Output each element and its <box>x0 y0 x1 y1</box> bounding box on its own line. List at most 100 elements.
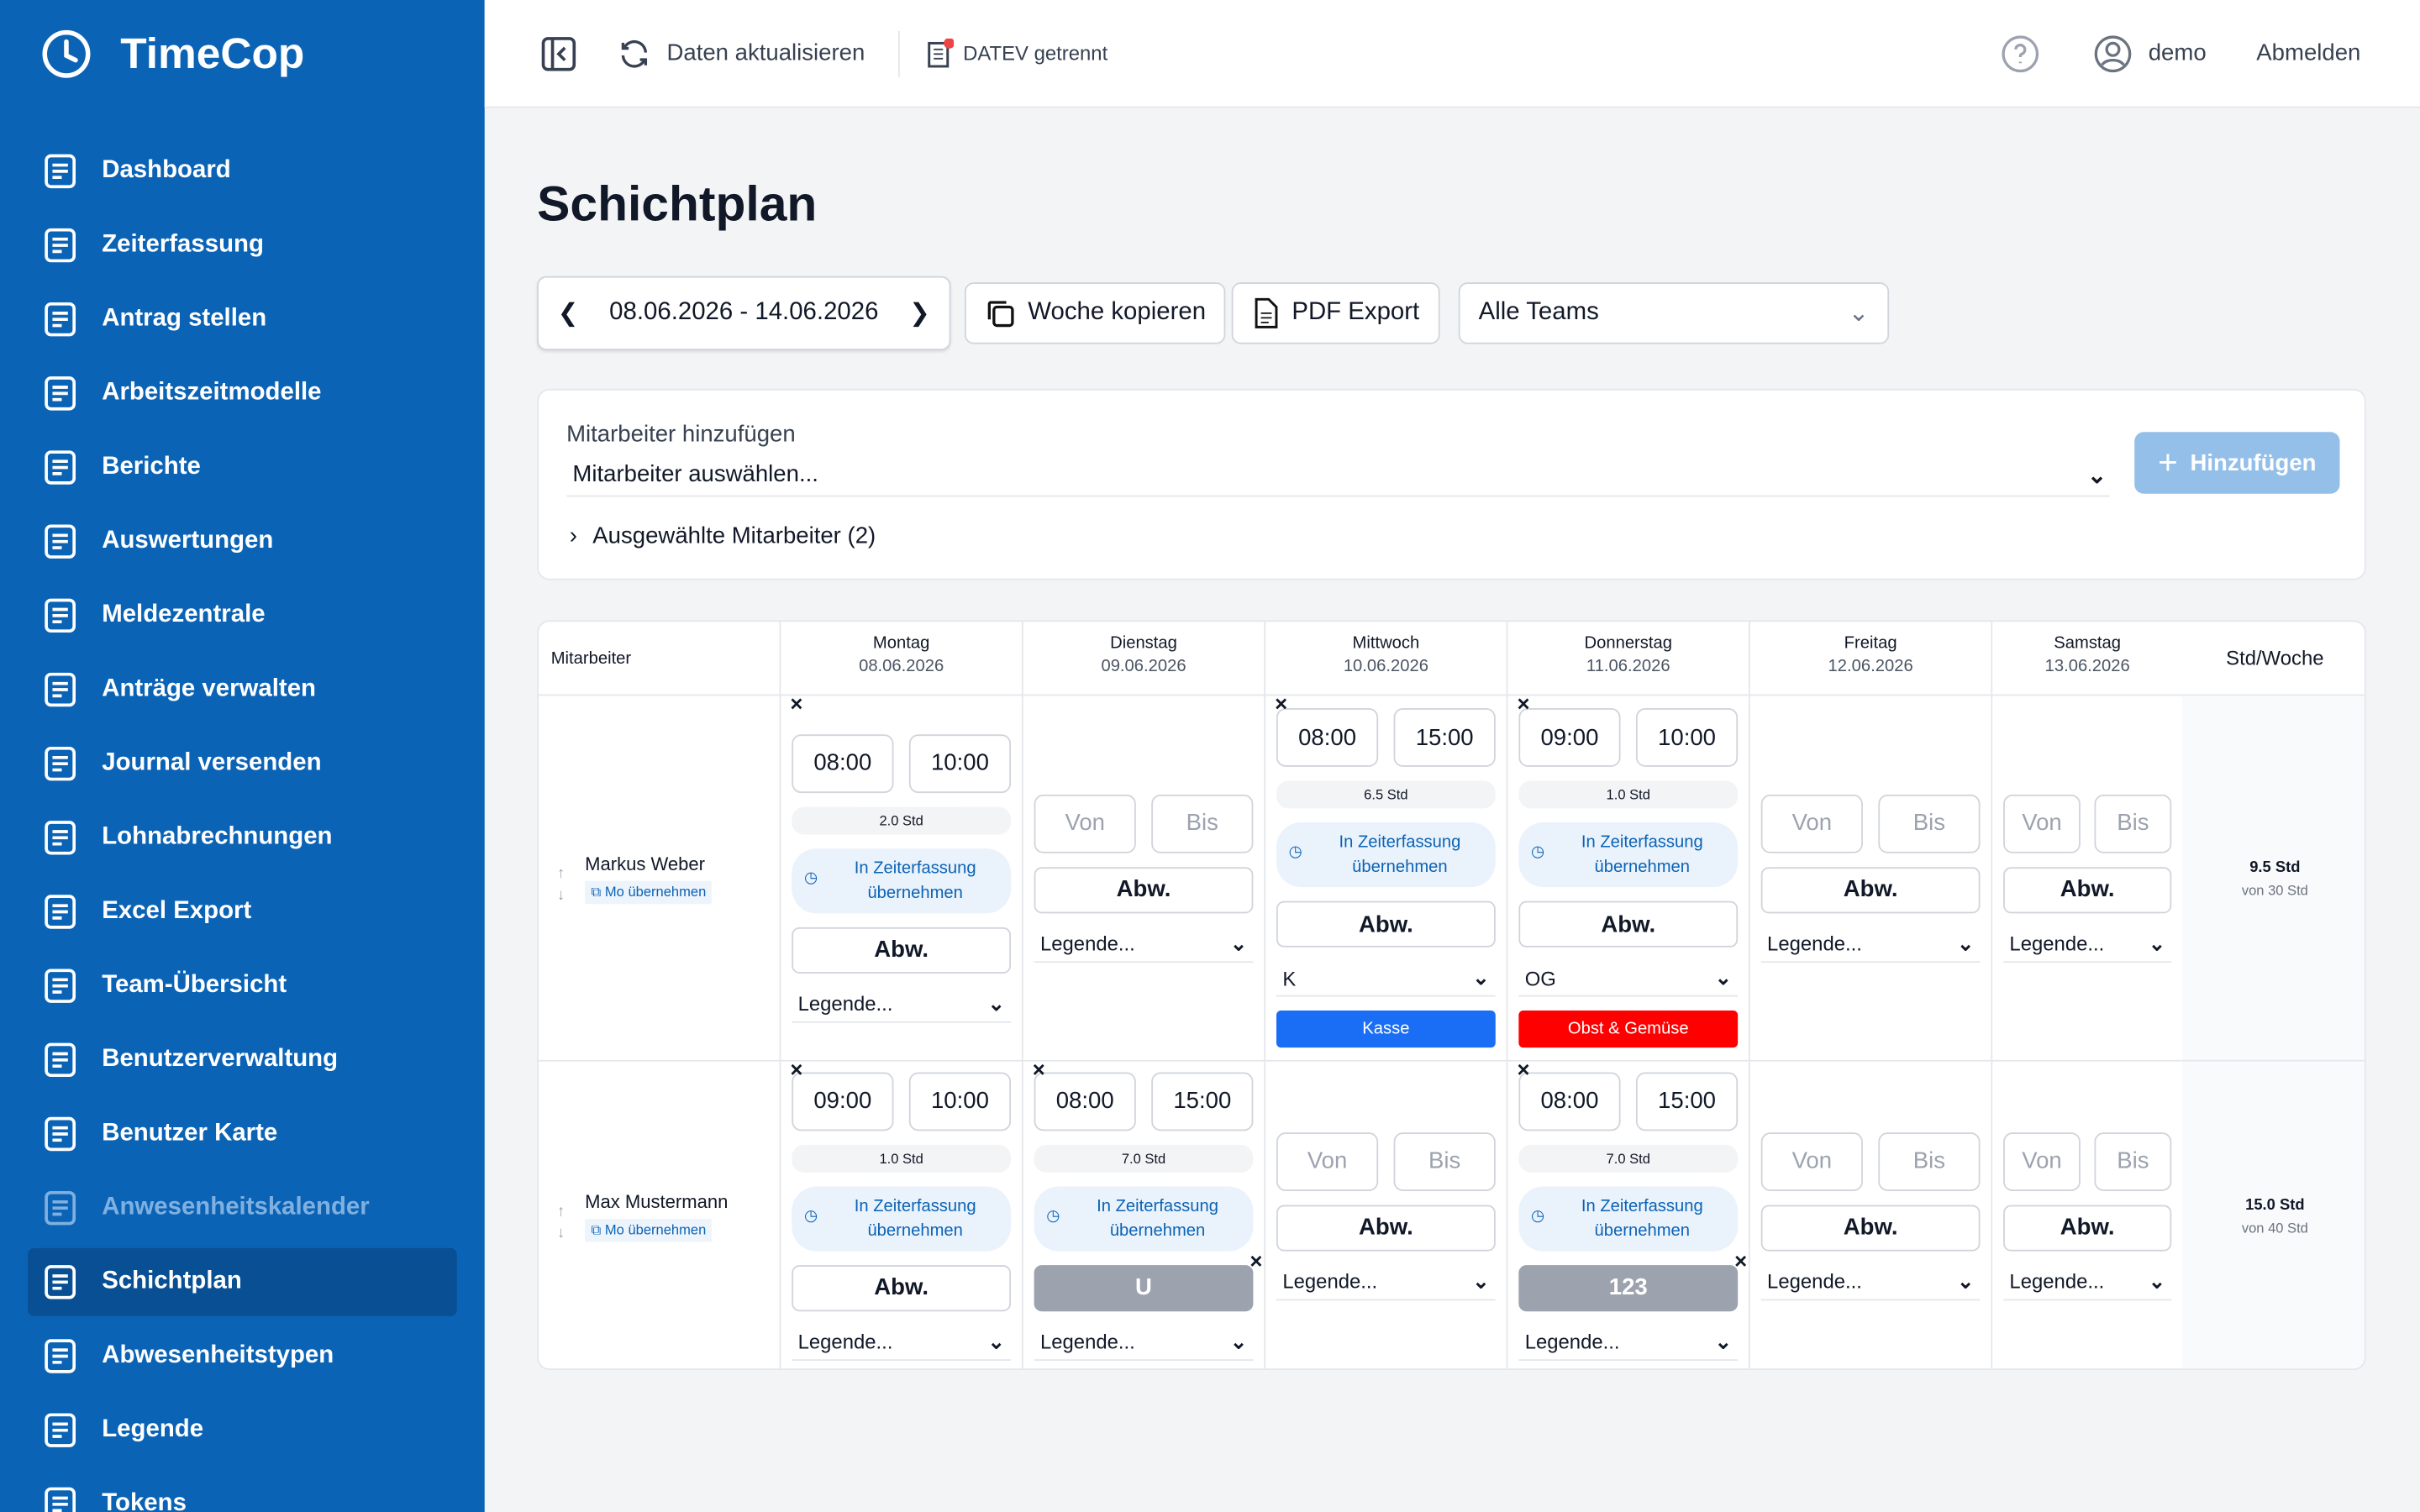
nav-item[interactable]: Arbeitszeitmodelle <box>28 360 457 428</box>
remove-absence[interactable]: × <box>1249 1247 1263 1273</box>
legend-select[interactable]: Legende... ⌄ <box>1034 927 1254 963</box>
start-time[interactable]: 08:00 <box>1518 1071 1621 1131</box>
nav-item[interactable]: Anträge verwalten <box>28 656 457 724</box>
absence-button[interactable]: Abw. <box>1034 866 1254 913</box>
legend-select[interactable]: Legende... ⌄ <box>1760 927 1981 963</box>
end-time[interactable]: Bis <box>1878 1131 1981 1191</box>
reorder[interactable]: ↑ ↓ <box>557 1202 566 1242</box>
remove-absence[interactable]: × <box>1734 1247 1748 1273</box>
datev-status[interactable]: DATEV getrennt <box>926 38 1107 69</box>
next-week[interactable]: ❯ <box>909 301 930 328</box>
absence-button[interactable]: Abw. <box>2003 866 2172 913</box>
nav-item[interactable]: Abwesenheitstypen <box>28 1322 457 1390</box>
nav-item[interactable]: Zeiterfassung <box>28 212 457 280</box>
nav-item[interactable]: Benutzerverwaltung <box>28 1026 457 1094</box>
remove-shift[interactable]: × <box>1032 1057 1045 1082</box>
start-time[interactable]: 08:00 <box>792 733 894 793</box>
transfer-button[interactable]: ◷ In Zeiterfassung übernehmen <box>1034 1185 1254 1251</box>
start-time[interactable]: 08:00 <box>1034 1071 1136 1131</box>
end-time[interactable]: Bis <box>1878 794 1981 853</box>
absence-button[interactable]: Abw. <box>1518 900 1739 948</box>
logout[interactable]: Abmelden <box>2256 39 2361 66</box>
legend-select[interactable]: Legende... ⌄ <box>1518 1325 1739 1361</box>
nav-item[interactable]: Auswertungen <box>28 507 457 575</box>
end-time[interactable]: Bis <box>1393 1131 1496 1191</box>
legend-select[interactable]: Legende... ⌄ <box>1760 1264 1981 1300</box>
legend-select[interactable]: K ⌄ <box>1276 961 1496 997</box>
start-time[interactable]: Von <box>1034 794 1136 853</box>
legend-select[interactable]: Legende... ⌄ <box>2003 1264 2172 1300</box>
hours: 7.0 Std <box>1518 1143 1739 1173</box>
legend-select[interactable]: Legende... ⌄ <box>792 987 1012 1022</box>
nav-item[interactable]: Excel Export <box>28 878 457 946</box>
nav-item[interactable]: Antrag stellen <box>28 286 457 354</box>
transfer-button[interactable]: ◷ In Zeiterfassung übernehmen <box>792 1185 1012 1251</box>
absence-button[interactable]: Abw. <box>1276 900 1496 948</box>
copy-week-button[interactable]: Woche kopieren <box>964 282 1226 344</box>
end-time[interactable]: Bis <box>2094 794 2172 853</box>
end-time[interactable]: 10:00 <box>908 733 1012 793</box>
start-time[interactable]: Von <box>1760 794 1863 853</box>
absence-button[interactable]: Abw. <box>1760 866 1981 913</box>
legend-select[interactable]: Legende... ⌄ <box>2003 927 2172 963</box>
nav-item[interactable]: Berichte <box>28 433 457 501</box>
end-time[interactable]: 15:00 <box>1151 1071 1254 1131</box>
nav-item[interactable]: Journal versenden <box>28 730 457 798</box>
start-time[interactable]: 09:00 <box>1518 708 1621 767</box>
prev-week[interactable]: ❮ <box>557 301 579 328</box>
start-time[interactable]: 09:00 <box>792 1071 894 1131</box>
remove-shift[interactable]: × <box>1517 690 1530 717</box>
transfer-button[interactable]: ◷ In Zeiterfassung übernehmen <box>792 848 1012 913</box>
legend-select[interactable]: OG ⌄ <box>1518 961 1739 997</box>
copy-monday[interactable]: ⧉ Mo übernehmen <box>585 1218 713 1242</box>
team-select[interactable]: Alle Teams ⌄ <box>1458 282 1890 344</box>
nav-item[interactable]: Dashboard <box>28 137 457 205</box>
transfer-button[interactable]: ◷ In Zeiterfassung übernehmen <box>1518 1185 1739 1251</box>
end-time[interactable]: Bis <box>2094 1131 2172 1191</box>
nav-item[interactable]: Schichtplan <box>28 1247 457 1316</box>
pdf-export-button[interactable]: PDF Export <box>1231 282 1440 344</box>
start-time[interactable]: Von <box>2003 794 2081 853</box>
absence-button[interactable]: Abw. <box>1760 1204 1981 1251</box>
start-time[interactable]: Von <box>2003 1131 2081 1191</box>
remove-shift[interactable]: × <box>790 1057 803 1082</box>
nav-item[interactable]: Tokens <box>28 1470 457 1512</box>
nav-item[interactable]: Team-Übersicht <box>28 952 457 1020</box>
nav-item[interactable]: Benutzer Karte <box>28 1100 457 1168</box>
legend-select[interactable]: Legende... ⌄ <box>1276 1264 1496 1300</box>
start-time[interactable]: 08:00 <box>1276 708 1379 767</box>
transfer-button[interactable]: ◷ In Zeiterfassung übernehmen <box>1276 822 1496 888</box>
remove-shift[interactable]: × <box>790 690 803 717</box>
add-button[interactable]: + Hinzufügen <box>2134 432 2340 494</box>
transfer-button[interactable]: ◷ In Zeiterfassung übernehmen <box>1518 822 1739 888</box>
help-button[interactable] <box>2000 33 2040 73</box>
collapse-button[interactable] <box>540 34 577 71</box>
end-time[interactable]: 10:00 <box>908 1071 1012 1131</box>
remove-shift[interactable]: × <box>1275 690 1288 717</box>
employee-select[interactable]: Mitarbeiter auswählen... ⌄ <box>566 461 2110 497</box>
end-time[interactable]: 15:00 <box>1393 708 1496 767</box>
nav-item[interactable]: Meldezentrale <box>28 581 457 649</box>
nav-item[interactable]: Lohnabrechnungen <box>28 804 457 872</box>
selected-toggle[interactable]: › Ausgewählte Mitarbeiter (2) <box>569 522 876 549</box>
remove-shift[interactable]: × <box>1517 1057 1530 1082</box>
absence-button[interactable]: Abw. <box>792 926 1012 974</box>
user-menu[interactable]: demo <box>2093 33 2207 73</box>
legend-select[interactable]: Legende... ⌄ <box>1034 1325 1254 1361</box>
legend-value: Legende... <box>1282 1269 1378 1294</box>
start-time[interactable]: Von <box>1276 1131 1379 1191</box>
copy-monday[interactable]: ⧉ Mo übernehmen <box>585 879 713 904</box>
legend-value: Legende... <box>1767 932 1862 955</box>
nav-item[interactable]: Legende <box>28 1396 457 1464</box>
end-time[interactable]: 10:00 <box>1635 708 1739 767</box>
absence-button[interactable]: Abw. <box>2003 1204 2172 1251</box>
start-time[interactable]: Von <box>1760 1131 1863 1191</box>
reorder[interactable]: ↑ ↓ <box>557 864 566 904</box>
refresh-button[interactable]: Daten aktualisieren <box>618 36 865 70</box>
total-hours: 15.0 Std <box>2245 1196 2305 1214</box>
absence-button[interactable]: Abw. <box>792 1264 1012 1311</box>
legend-select[interactable]: Legende... ⌄ <box>792 1325 1012 1361</box>
end-time[interactable]: 15:00 <box>1635 1071 1739 1131</box>
absence-button[interactable]: Abw. <box>1276 1204 1496 1251</box>
end-time[interactable]: Bis <box>1151 794 1254 853</box>
